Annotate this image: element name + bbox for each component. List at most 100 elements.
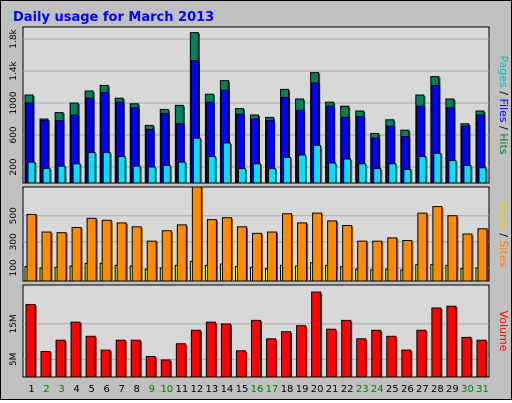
visits-bar-sites	[417, 212, 428, 282]
day-label: 3	[58, 384, 64, 395]
hits-y-tick-label: 1000	[9, 91, 19, 114]
visits-bar-sites	[146, 240, 157, 282]
volume-bar-volume	[281, 331, 292, 378]
day-label: 14	[221, 384, 234, 395]
hits-bar-pages	[403, 168, 412, 184]
hits-panel-label-pages: Pages	[497, 55, 510, 88]
visits-bar-sites	[206, 219, 217, 282]
hits-panel-label: Pages / Files / Hits	[497, 55, 510, 155]
day-label: 10	[160, 384, 173, 395]
hits-bar-pages	[463, 164, 472, 184]
visits-bar-sites	[191, 186, 202, 282]
volume-bar-volume	[205, 321, 216, 378]
volume-bar-volume	[311, 291, 322, 378]
day-label: 20	[311, 384, 324, 395]
hits-y-tick-label: 600	[9, 126, 19, 143]
volume-bar-volume	[431, 307, 442, 378]
hits-bar-pages	[177, 161, 186, 184]
visits-bar-sites	[56, 232, 67, 282]
volume-bar-volume	[85, 335, 96, 378]
hits-bar-pages	[433, 152, 442, 184]
hits-bar-pages	[283, 156, 292, 184]
hits-panel-label-files: Files	[497, 98, 510, 122]
day-label: 21	[326, 384, 339, 395]
day-label: 4	[73, 384, 79, 395]
hits-y-tick-label: 1.4k	[9, 60, 19, 80]
day-label: 16	[251, 384, 264, 395]
visits-bar-sites	[477, 228, 488, 282]
day-label: 17	[266, 384, 279, 395]
volume-bar-volume	[356, 338, 367, 378]
visits-bar-sites	[387, 237, 398, 282]
visits-bar-sites	[71, 226, 82, 282]
hits-bar-pages	[42, 168, 51, 184]
volume-bar-volume	[250, 319, 261, 378]
day-label: 9	[149, 384, 155, 395]
visits-bar-sites	[116, 222, 127, 282]
day-label: 19	[296, 384, 309, 395]
hits-panel-label-separator: /	[497, 123, 510, 134]
day-label: 18	[281, 384, 294, 395]
hits-bar-pages	[72, 163, 81, 184]
day-label: 31	[476, 384, 489, 395]
hits-bar-pages	[27, 161, 36, 184]
hits-bar-pages	[207, 156, 216, 184]
visits-bar-sites	[131, 226, 142, 282]
day-label: 24	[371, 384, 384, 395]
visits-y-tick-label: 300	[9, 233, 19, 250]
day-label: 8	[134, 384, 140, 395]
volume-bar-volume	[341, 319, 352, 378]
hits-bar-pages	[478, 167, 487, 184]
day-label: 29	[446, 384, 459, 395]
hits-bar-pages	[343, 158, 352, 184]
visits-bar-sites	[41, 231, 52, 282]
hits-bar-pages	[252, 163, 261, 184]
volume-bar-volume	[190, 329, 201, 378]
hits-bar-pages	[87, 152, 96, 184]
visits-bar-sites	[267, 231, 278, 282]
day-label: 11	[175, 384, 188, 395]
hits-bar-pages	[192, 137, 201, 184]
volume-bar-volume	[175, 343, 186, 378]
visits-bar-sites	[312, 212, 323, 282]
volume-bar-volume	[461, 336, 472, 378]
day-label: 13	[206, 384, 219, 395]
volume-bar-volume	[446, 305, 457, 378]
hits-bar-pages	[147, 166, 156, 184]
hits-bar-pages	[237, 168, 246, 184]
volume-bar-volume	[70, 321, 81, 378]
day-label: 7	[119, 384, 125, 395]
volume-bar-volume	[296, 325, 307, 378]
day-label: 25	[386, 384, 399, 395]
visits-bar-sites	[357, 240, 368, 282]
volume-bar-volume	[160, 359, 171, 378]
visits-y-tick-label: 500	[9, 207, 19, 224]
visits-bar-sites	[432, 206, 443, 282]
volume-bar-volume	[326, 328, 337, 378]
day-label: 23	[356, 384, 369, 395]
visits-bar-sites	[402, 240, 413, 282]
day-label: 6	[103, 384, 109, 395]
visits-panel-label: Visits / Sites	[497, 201, 510, 268]
visits-bar-sites	[282, 213, 293, 282]
visits-bar-sites	[327, 220, 338, 282]
hits-bar-pages	[388, 163, 397, 184]
volume-bar-volume	[386, 335, 397, 378]
hits-bar-pages	[313, 144, 322, 184]
visits-bar-sites	[26, 213, 37, 282]
visits-panel-label-separator: /	[497, 230, 510, 241]
hits-bar-pages	[132, 165, 141, 184]
visits-bar-sites	[221, 217, 232, 282]
visits-bar-sites	[462, 233, 473, 282]
hits-bar-pages	[222, 142, 231, 184]
visits-bar-sites	[101, 219, 112, 282]
hits-y-tick-label: 200	[9, 158, 19, 175]
hits-bar-pages	[298, 154, 307, 184]
hits-bar-pages	[328, 162, 337, 184]
hits-bar-pages	[373, 168, 382, 184]
volume-bar-volume	[235, 350, 246, 378]
volume-bar-volume	[40, 351, 51, 378]
day-label: 26	[401, 384, 414, 395]
